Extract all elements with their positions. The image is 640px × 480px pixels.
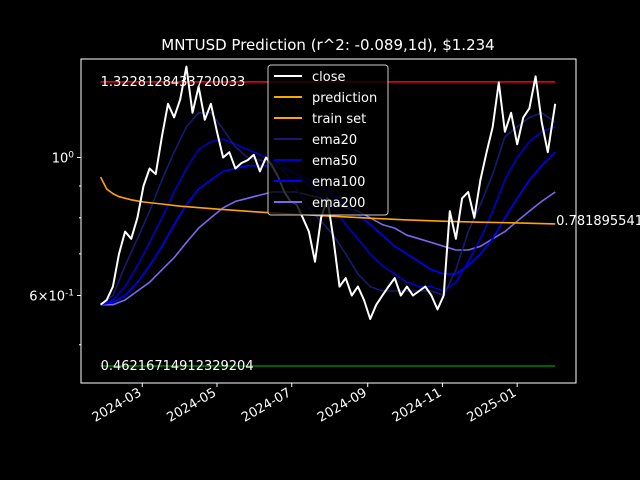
y-tick-label: 6×10-1 (29, 289, 74, 305)
legend-label-ema20: ema20 (312, 133, 357, 148)
legend-box (267, 64, 389, 216)
max-hline-label: 1.3228128433720033 (101, 75, 246, 90)
legend-label-close: close (312, 70, 345, 85)
chart-title: MNTUSD Prediction (r^2: -0.089,1d), $1.2… (161, 36, 494, 54)
plot-area: 1.3228128433720033 0.46216714912329204 0.7… (29, 58, 640, 426)
series-ema20 (100, 112, 556, 306)
legend-label-ema100: ema100 (312, 175, 365, 190)
legend-label-prediction: prediction (312, 91, 377, 106)
legend-label-ema50: ema50 (312, 154, 357, 169)
min-hline-label: 0.46216714912329204 (101, 359, 254, 374)
prediction-end-label: 0.781895541 (556, 214, 640, 229)
y-tick-label: 100 (52, 151, 75, 167)
axes-frame (80, 58, 577, 384)
legend: close prediction train set ema20 ema50 ema100… (267, 64, 389, 216)
legend-label-train-set: train set (312, 112, 366, 127)
legend-label-ema200: ema200 (312, 196, 365, 211)
